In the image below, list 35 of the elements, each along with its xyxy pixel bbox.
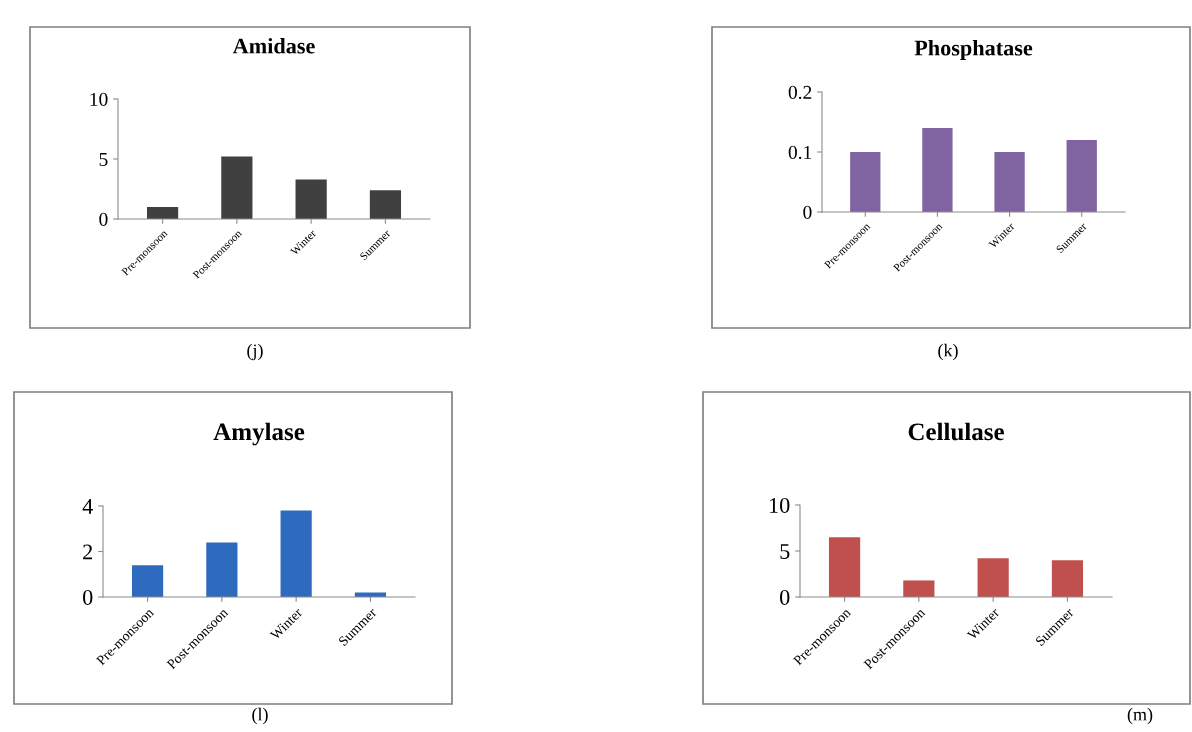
- bar: [903, 580, 935, 597]
- y-tick-label: 0.1: [788, 145, 812, 160]
- bar: [994, 152, 1025, 212]
- bar: [131, 565, 164, 597]
- bar: [977, 558, 1009, 597]
- bar: [369, 190, 402, 219]
- y-tick-label: 0: [803, 205, 812, 219]
- bar: [280, 510, 312, 597]
- chart-title: Phosphatase: [914, 39, 1033, 61]
- chart-title: Amidase: [232, 37, 315, 54]
- y-tick-label: 4: [82, 499, 93, 514]
- y-tick-label: 0: [83, 589, 93, 605]
- bar: [1066, 140, 1097, 212]
- bar: [828, 537, 861, 597]
- bar: [221, 156, 253, 219]
- chart-title: Cellulase: [908, 422, 1004, 441]
- bar: [146, 207, 179, 219]
- y-tick-label: 5: [780, 544, 790, 559]
- text: (m): [1127, 707, 1153, 725]
- bar: [1051, 560, 1084, 597]
- chart-title: Amylase: [213, 422, 305, 446]
- bar: [850, 152, 881, 212]
- bar: [295, 179, 327, 219]
- y-tick-label: 10: [770, 497, 790, 513]
- y-tick-label: 0: [99, 212, 108, 226]
- y-tick-label: 0.2: [788, 85, 812, 100]
- y-tick-label: 0: [780, 589, 790, 605]
- text: (k): [938, 343, 958, 361]
- bar: [922, 128, 953, 212]
- text: (j): [247, 343, 263, 361]
- bar: [206, 542, 238, 597]
- y-tick-label: 10: [90, 92, 108, 106]
- y-tick-label: 5: [99, 153, 108, 166]
- text: (l): [252, 707, 268, 725]
- y-tick-label: 2: [83, 544, 93, 560]
